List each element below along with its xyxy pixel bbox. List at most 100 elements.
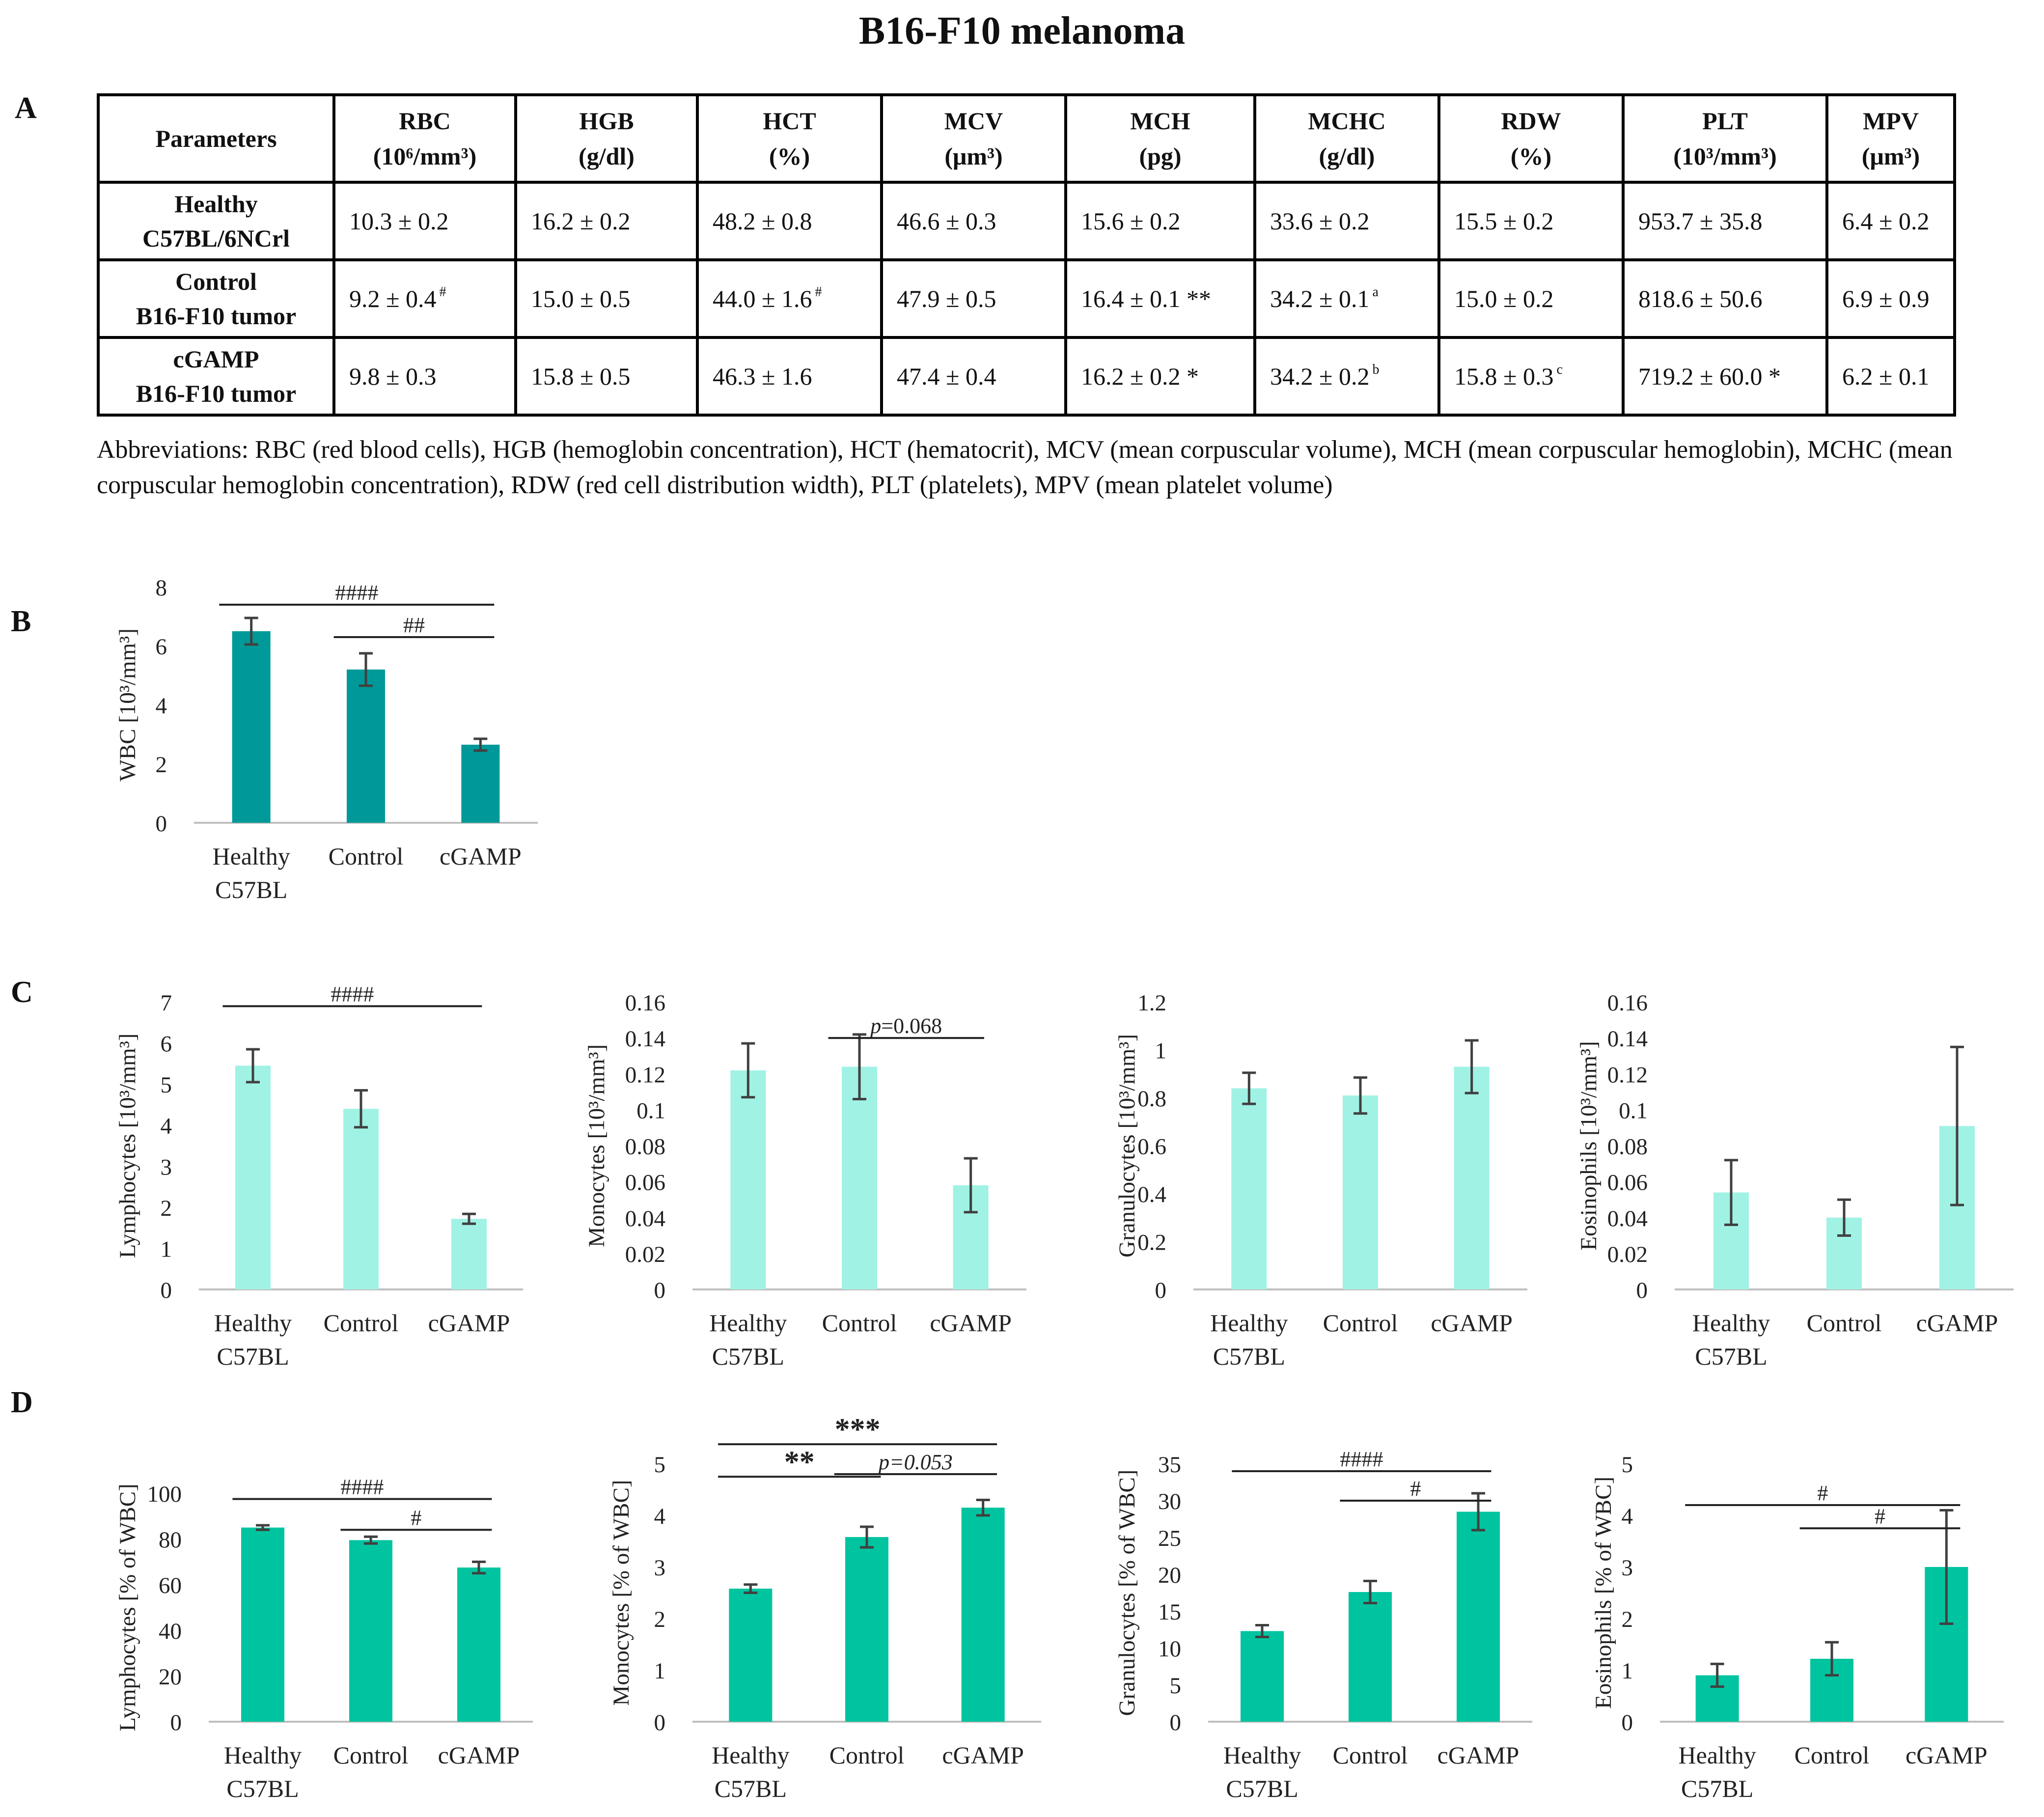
y-tick-label: 3 bbox=[1622, 1555, 1633, 1581]
significance-label: p=0.068 bbox=[869, 1014, 942, 1038]
significance-label: *** bbox=[835, 1413, 881, 1446]
bar bbox=[1241, 1631, 1284, 1722]
table-cell: 34.2 ± 0.2 b bbox=[1253, 336, 1440, 417]
category-label: Healthy bbox=[1679, 1741, 1756, 1769]
category-label: cGAMP bbox=[438, 1741, 520, 1769]
category-label: cGAMP bbox=[1906, 1741, 1988, 1769]
category-label: Healthy bbox=[1692, 1309, 1770, 1337]
y-axis-label: Eosinophils [10³/mm³] bbox=[1576, 1041, 1602, 1250]
table-cell: 48.2 ± 0.8 bbox=[696, 181, 883, 261]
significance-label: #### bbox=[335, 581, 378, 605]
bar bbox=[845, 1537, 888, 1722]
bar bbox=[730, 1070, 766, 1289]
category-label: Control bbox=[1795, 1741, 1870, 1769]
chart-granulocytes-abs: 0 0.2 0.4 0.6 0.8 1 1.2 Granulocytes [10³/mm³] H… bbox=[1114, 990, 1527, 1370]
y-axis-label: Granulocytes [% of WBC] bbox=[1114, 1470, 1140, 1716]
table-row-healthy: Healthy C57BL/6NCrl 10.3 ± 0.2 16.2 ± 0.2… bbox=[97, 181, 1956, 261]
category-label: Control bbox=[1323, 1309, 1398, 1337]
chart-wbc: 0 2 4 6 8 WBC [10³/mm³] Healthy C57BL Control cGA… bbox=[115, 575, 538, 903]
abbreviations-note: Abbreviations: RBC (red blood cells), HG… bbox=[97, 436, 1953, 499]
y-tick-label: 15 bbox=[1158, 1599, 1181, 1625]
y-tick-label: 6 bbox=[161, 1032, 172, 1057]
y-tick-label: 0.2 bbox=[1137, 1230, 1166, 1256]
panel-label-b: B bbox=[11, 605, 31, 638]
y-tick-label: 2 bbox=[654, 1607, 666, 1632]
category-label: cGAMP bbox=[930, 1309, 1012, 1337]
category-label: cGAMP bbox=[1437, 1741, 1519, 1769]
table-cell: 44.0 ± 1.6 # bbox=[696, 258, 883, 339]
table-header-mpv: MPV (μm³) bbox=[1825, 93, 1956, 184]
bar bbox=[343, 1109, 379, 1289]
y-tick-label: 0.08 bbox=[625, 1134, 665, 1160]
y-tick-label: 1 bbox=[654, 1658, 666, 1684]
table-cell: 15.6 ± 0.2 bbox=[1064, 181, 1256, 261]
category-label: Control bbox=[829, 1741, 905, 1769]
y-tick-label: 0.1 bbox=[1619, 1098, 1648, 1123]
y-tick-label: 20 bbox=[1158, 1563, 1181, 1588]
y-tick-label: 8 bbox=[156, 575, 167, 601]
significance-label: #### bbox=[331, 982, 374, 1006]
table-cell: 6.4 ± 0.2 bbox=[1825, 181, 1956, 261]
y-tick-label: 40 bbox=[159, 1619, 182, 1644]
table-row-label: Healthy C57BL/6NCrl bbox=[97, 181, 335, 261]
y-axis-label: Eosinophils [% of WBC] bbox=[1591, 1477, 1616, 1709]
table-header-row: Parameters RBC (10⁶/mm³) HGB (g/dl) HCT (%)… bbox=[97, 93, 1956, 184]
table-header-mch: MCH (pg) bbox=[1064, 93, 1256, 184]
y-tick-label: 0 bbox=[161, 1278, 172, 1303]
chart-eosinophils-abs: 0 0.02 0.04 0.06 0.08 0.1 0.12 0.14 0.16Eosinoph… bbox=[1576, 990, 2014, 1370]
category-label: C57BL bbox=[1213, 1342, 1285, 1370]
hematology-table: Parameters RBC (10⁶/mm³) HGB (g/dl) HCT (%)… bbox=[97, 93, 1956, 417]
table-cell: 46.3 ± 1.6 bbox=[696, 336, 883, 417]
significance-label: # bbox=[1875, 1504, 1885, 1528]
y-tick-label: 35 bbox=[1158, 1452, 1181, 1478]
table-cell: 33.6 ± 0.2 bbox=[1253, 181, 1440, 261]
y-tick-label: 1 bbox=[1155, 1038, 1167, 1064]
y-tick-label: 2 bbox=[156, 752, 167, 778]
y-tick-label: 0 bbox=[654, 1278, 666, 1303]
bar bbox=[232, 631, 271, 823]
category-label: Control bbox=[324, 1309, 399, 1337]
y-tick-label: 1 bbox=[1622, 1658, 1633, 1684]
y-tick-label: 3 bbox=[654, 1555, 666, 1581]
bar bbox=[461, 745, 500, 823]
table-header-hgb: HGB (g/dl) bbox=[514, 93, 699, 184]
table-cell: 16.4 ± 0.1 ** bbox=[1064, 258, 1256, 339]
significance-label: p=0.053 bbox=[877, 1450, 953, 1474]
y-tick-label: 0.12 bbox=[1607, 1062, 1648, 1088]
category-label: Control bbox=[329, 842, 404, 870]
category-label: C57BL bbox=[1681, 1775, 1753, 1802]
y-tick-label: 0.14 bbox=[1607, 1026, 1648, 1052]
category-label: cGAMP bbox=[1916, 1309, 1998, 1337]
category-label: Healthy bbox=[213, 842, 290, 870]
table-cell: 9.8 ± 0.3 bbox=[332, 336, 517, 417]
table-cell: 47.9 ± 0.5 bbox=[880, 258, 1067, 339]
table-header-mchc: MCHC (g/dl) bbox=[1253, 93, 1440, 184]
chart-lymphocytes-abs: 0 1 2 3 4 5 6 7 Lymphocytes [10³/mm³] Healthy C57B… bbox=[115, 982, 523, 1370]
bar bbox=[1231, 1088, 1267, 1289]
panel-label-a: A bbox=[15, 91, 37, 125]
y-tick-label: 1.2 bbox=[1137, 990, 1166, 1016]
table-header-rbc: RBC (10⁶/mm³) bbox=[332, 93, 517, 184]
y-tick-label: 5 bbox=[161, 1072, 172, 1098]
y-tick-label: 4 bbox=[654, 1504, 666, 1529]
figure-title: B16-F10 melanoma bbox=[858, 9, 1186, 53]
y-tick-label: 0.12 bbox=[625, 1062, 665, 1088]
table-header-mcv: MCV (μm³) bbox=[880, 93, 1067, 184]
y-axis-label: Lymphocytes [10³/mm³] bbox=[115, 1034, 140, 1258]
y-tick-label: 10 bbox=[1158, 1636, 1181, 1662]
y-tick-label: 0.16 bbox=[625, 990, 665, 1016]
y-tick-label: 0 bbox=[156, 811, 167, 837]
y-tick-label: 0.06 bbox=[1607, 1170, 1648, 1196]
significance-label: # bbox=[1410, 1477, 1421, 1501]
y-tick-label: 0.04 bbox=[625, 1206, 665, 1231]
table-cell: 15.8 ± 0.3 c bbox=[1437, 336, 1625, 417]
y-tick-label: 0 bbox=[1170, 1710, 1182, 1735]
category-label: Control bbox=[333, 1741, 409, 1769]
y-tick-label: 0 bbox=[1155, 1278, 1167, 1303]
y-tick-label: 3 bbox=[161, 1154, 172, 1180]
bar bbox=[729, 1589, 773, 1722]
y-tick-label: 20 bbox=[159, 1664, 182, 1690]
y-axis-label: Granulocytes [10³/mm³] bbox=[1114, 1034, 1140, 1258]
bar bbox=[1457, 1511, 1500, 1722]
